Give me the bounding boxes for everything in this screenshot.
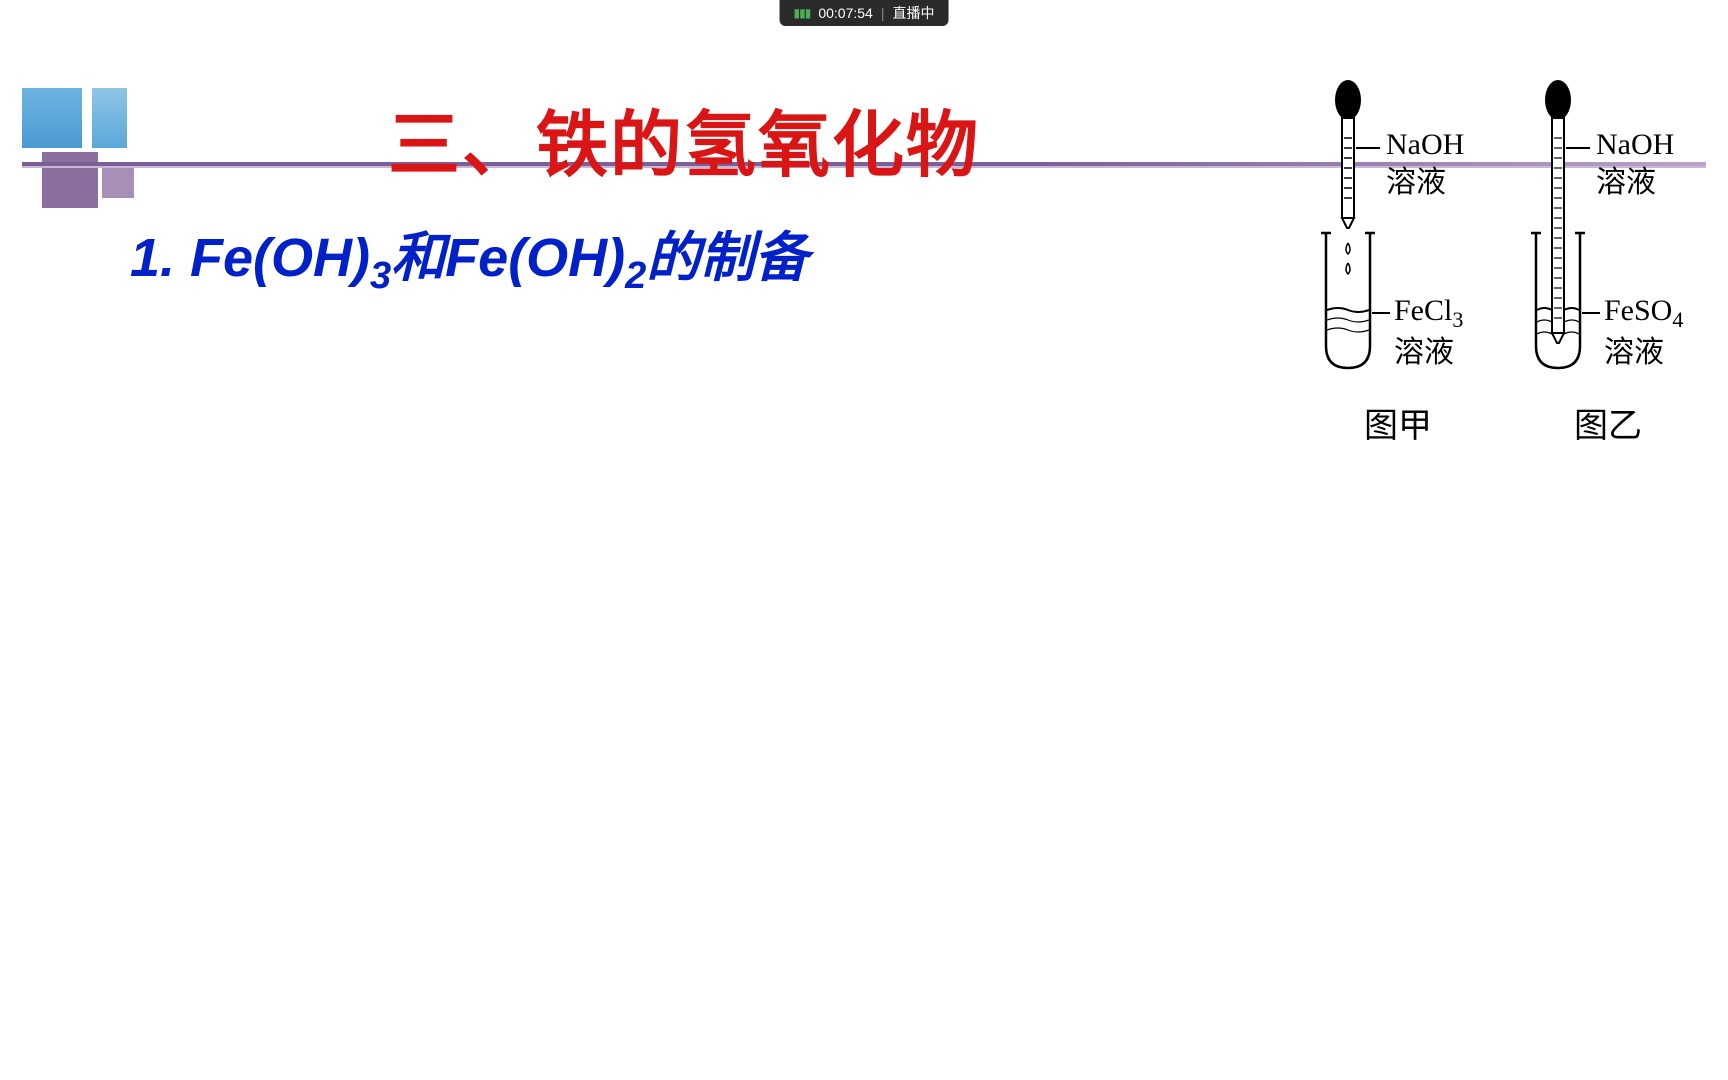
tube-sol-b: 溶液 [1604, 336, 1664, 369]
subsection-title: 1. Fe(OH)3和Fe(OH)2的制备 [130, 213, 808, 298]
dropper-sol-a: 溶液 [1386, 166, 1446, 199]
diagram-row: NaOH 溶液 FeCl3 溶液 图甲 [1308, 78, 1698, 447]
live-label: 直播中 [892, 3, 934, 23]
recording-status-bar: ▮▮▮ 00:07:54 | 直播中 [780, 0, 949, 26]
diagram-b: NaOH 溶液 FeSO4 溶液 图乙 [1518, 78, 1698, 447]
dropper-chem-a: NaOH [1386, 128, 1464, 161]
divider: | [881, 5, 885, 21]
subtitle-suffix: 的制备 [646, 228, 808, 288]
subtitle-sub2: 2 [625, 255, 646, 297]
dropper-label-b: NaOH 溶液 [1596, 126, 1674, 201]
timer: 00:07:54 [818, 5, 873, 21]
tube-sub-b: 4 [1672, 307, 1683, 332]
tube-label-a: FeCl3 溶液 [1394, 292, 1463, 371]
section-title: 三、铁的氢氧化物 [0, 86, 1368, 191]
subtitle-mid: 和Fe(OH) [391, 228, 625, 288]
tube-label-b: FeSO4 溶液 [1604, 292, 1683, 371]
signal-icon: ▮▮▮ [794, 6, 811, 20]
tube-chem-b: FeSO [1604, 294, 1672, 327]
dropper-label-a: NaOH 溶液 [1386, 126, 1464, 201]
tube-sub-a: 3 [1452, 307, 1463, 332]
slide-content: 三、铁的氢氧化物 1. Fe(OH)3和Fe(OH)2的制备 [0, 38, 1728, 1080]
dropper-sol-b: 溶液 [1596, 166, 1656, 199]
dropper-chem-b: NaOH [1596, 128, 1674, 161]
tube-chem-a: FeCl [1394, 294, 1452, 327]
apparatus-b: NaOH 溶液 FeSO4 溶液 [1518, 78, 1698, 378]
subtitle-sub1: 3 [370, 255, 391, 297]
caption-a: 图甲 [1364, 398, 1432, 447]
diagram-a: NaOH 溶液 FeCl3 溶液 图甲 [1308, 78, 1488, 447]
apparatus-a: NaOH 溶液 FeCl3 溶液 [1308, 78, 1488, 378]
caption-b: 图乙 [1574, 398, 1642, 447]
subtitle-prefix: 1. Fe(OH) [130, 228, 370, 288]
tube-sol-a: 溶液 [1394, 336, 1454, 369]
